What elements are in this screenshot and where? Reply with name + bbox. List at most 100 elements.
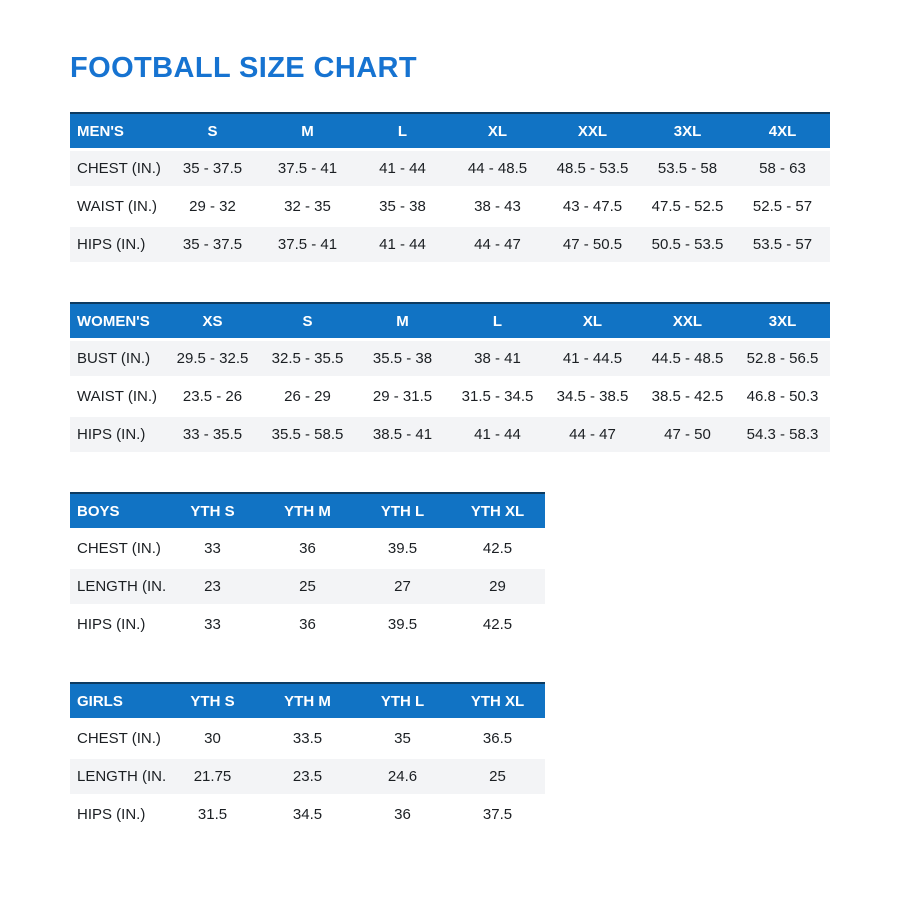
table-title: MEN'S — [77, 122, 124, 140]
value-cell: 39.5 — [387, 540, 418, 557]
value-cell: 35 - 37.5 — [182, 160, 243, 177]
value-cell: 41 - 44 — [474, 426, 521, 443]
value-cell: 36 — [394, 806, 411, 823]
value-cell: 48.5 - 53.5 — [556, 160, 629, 177]
size-header-cell: L — [397, 122, 408, 140]
value-cell: 27 — [394, 578, 411, 595]
value-cell: 52.5 - 57 — [752, 198, 813, 215]
value-cell: 47.5 - 52.5 — [651, 198, 724, 215]
row-label: HIPS (IN.) — [77, 616, 146, 633]
table-row: HIPS (IN.) 33 - 35.5 35.5 - 58.5 38.5 - 41 4… — [70, 417, 830, 452]
row-label: WAIST (IN.) — [77, 198, 157, 215]
size-header-cell: XL — [487, 122, 508, 140]
value-cell: 41 - 44.5 — [562, 350, 623, 367]
value-cell: 53.5 - 58 — [657, 160, 718, 177]
row-label: LENGTH (IN.) — [77, 578, 165, 595]
value-cell: 25 — [299, 578, 316, 595]
value-cell: 29 - 31.5 — [372, 388, 433, 405]
value-cell: 33 - 35.5 — [182, 426, 243, 443]
value-cell: 25 — [489, 768, 506, 785]
value-cell: 43 - 47.5 — [562, 198, 623, 215]
size-header-cell: 3XL — [673, 122, 702, 140]
table-row: CHEST (IN.) 30 33.5 35 36.5 — [70, 721, 545, 756]
row-label: HIPS (IN.) — [77, 236, 146, 253]
value-cell: 34.5 — [292, 806, 323, 823]
value-cell: 37.5 — [482, 806, 513, 823]
size-header-cell: M — [301, 122, 314, 140]
value-cell: 33 — [204, 616, 221, 633]
value-cell: 38 - 41 — [474, 350, 521, 367]
value-cell: 32.5 - 35.5 — [271, 350, 344, 367]
value-cell: 36.5 — [482, 730, 513, 747]
row-label: WAIST (IN.) — [77, 388, 157, 405]
value-cell: 29.5 - 32.5 — [176, 350, 249, 367]
table-header-row: MEN'S S M L XL XXL 3XL 4XL — [70, 112, 830, 148]
table-row: HIPS (IN.) 33 36 39.5 42.5 — [70, 607, 545, 642]
table-title: WOMEN'S — [77, 312, 150, 330]
value-cell: 36 — [299, 540, 316, 557]
value-cell: 23 — [204, 578, 221, 595]
size-header-cell: YTH XL — [470, 502, 525, 520]
value-cell: 38.5 - 42.5 — [651, 388, 724, 405]
value-cell: 35.5 - 58.5 — [271, 426, 344, 443]
row-label: CHEST (IN.) — [77, 730, 161, 747]
value-cell: 26 - 29 — [284, 388, 331, 405]
value-cell: 30 — [204, 730, 221, 747]
value-cell: 50.5 - 53.5 — [651, 236, 724, 253]
value-cell: 32 - 35 — [284, 198, 331, 215]
value-cell: 21.75 — [193, 768, 232, 785]
row-label: CHEST (IN.) — [77, 160, 161, 177]
size-header-cell: YTH S — [190, 692, 235, 710]
size-header-cell: XS — [202, 312, 223, 330]
value-cell: 44 - 47 — [569, 426, 616, 443]
value-cell: 29 - 32 — [189, 198, 236, 215]
value-cell: 38.5 - 41 — [372, 426, 433, 443]
value-cell: 44.5 - 48.5 — [651, 350, 724, 367]
value-cell: 33.5 — [292, 730, 323, 747]
value-cell: 31.5 — [197, 806, 228, 823]
row-label: HIPS (IN.) — [77, 426, 146, 443]
value-cell: 53.5 - 57 — [752, 236, 813, 253]
size-header-cell: YTH L — [380, 692, 425, 710]
table-title: GIRLS — [77, 692, 123, 710]
value-cell: 23.5 - 26 — [182, 388, 243, 405]
value-cell: 47 - 50.5 — [562, 236, 623, 253]
size-chart-page: FOOTBALL SIZE CHART MEN'S S M L XL XXL 3XL 4XL C… — [70, 52, 830, 832]
value-cell: 58 - 63 — [759, 160, 806, 177]
value-cell: 35.5 - 38 — [372, 350, 433, 367]
value-cell: 54.3 - 58.3 — [746, 426, 819, 443]
row-label: BUST (IN.) — [77, 350, 151, 367]
value-cell: 37.5 - 41 — [277, 160, 338, 177]
size-header-cell: S — [207, 122, 218, 140]
value-cell: 38 - 43 — [474, 198, 521, 215]
row-label: LENGTH (IN.) — [77, 768, 165, 785]
size-header-cell: YTH S — [190, 502, 235, 520]
value-cell: 39.5 — [387, 616, 418, 633]
value-cell: 35 - 38 — [379, 198, 426, 215]
value-cell: 41 - 44 — [379, 236, 426, 253]
value-cell: 31.5 - 34.5 — [461, 388, 534, 405]
row-label: HIPS (IN.) — [77, 806, 146, 823]
size-header-cell: YTH M — [284, 502, 331, 520]
value-cell: 46.8 - 50.3 — [746, 388, 819, 405]
value-cell: 24.6 — [387, 768, 418, 785]
girls-size-table: GIRLS YTH S YTH M YTH L YTH XL CHEST (IN.) 30 3… — [70, 682, 830, 832]
mens-size-table: MEN'S S M L XL XXL 3XL 4XL CHEST (IN.) 35 - 37.5 3… — [70, 112, 830, 262]
value-cell: 33 — [204, 540, 221, 557]
row-label: CHEST (IN.) — [77, 540, 161, 557]
value-cell: 37.5 - 41 — [277, 236, 338, 253]
value-cell: 47 - 50 — [664, 426, 711, 443]
size-header-cell: YTH XL — [470, 692, 525, 710]
size-header-cell: S — [302, 312, 313, 330]
value-cell: 44 - 48.5 — [467, 160, 528, 177]
table-row: WAIST (IN.) 29 - 32 32 - 35 35 - 38 38 - 43 4… — [70, 189, 830, 224]
table-row: CHEST (IN.) 33 36 39.5 42.5 — [70, 531, 545, 566]
value-cell: 44 - 47 — [474, 236, 521, 253]
size-header-cell: M — [396, 312, 409, 330]
value-cell: 29 — [489, 578, 506, 595]
table-header-row: BOYS YTH S YTH M YTH L YTH XL — [70, 492, 545, 528]
value-cell: 36 — [299, 616, 316, 633]
size-header-cell: L — [492, 312, 503, 330]
value-cell: 23.5 — [292, 768, 323, 785]
size-header-cell: YTH L — [380, 502, 425, 520]
